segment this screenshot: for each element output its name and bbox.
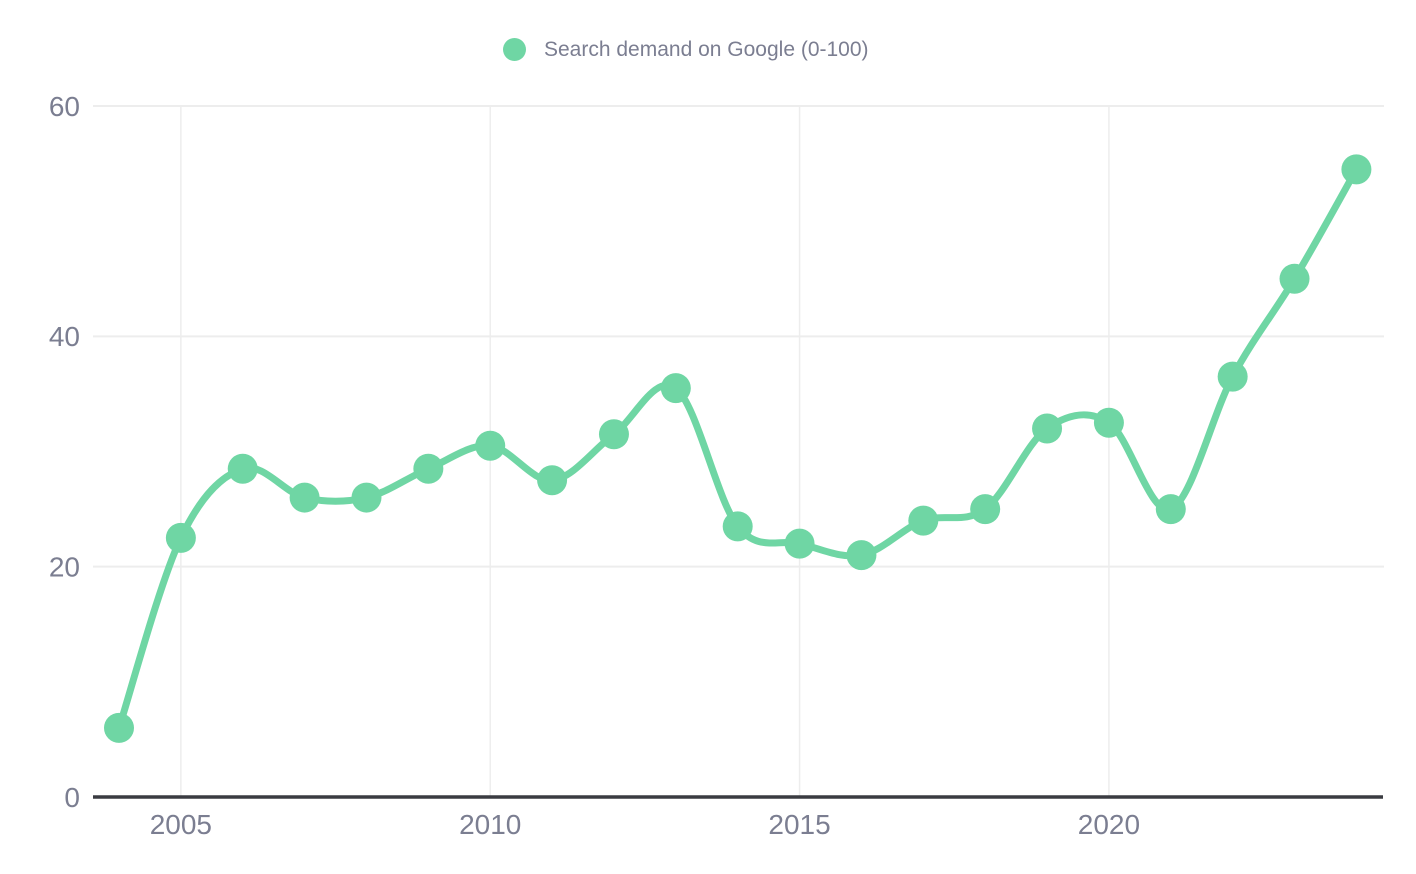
data-point[interactable] [1032, 413, 1063, 444]
data-point[interactable] [351, 482, 382, 513]
y-tick-label: 60 [49, 91, 80, 122]
data-point[interactable] [1341, 154, 1372, 185]
y-tick-label: 40 [49, 321, 80, 352]
x-tick-label: 2020 [1078, 809, 1140, 840]
legend-label: Search demand on Google (0-100) [544, 38, 869, 61]
data-point[interactable] [1279, 263, 1310, 294]
data-point[interactable] [1217, 361, 1248, 392]
y-tick-label: 20 [49, 551, 80, 582]
data-point[interactable] [784, 528, 815, 559]
data-point[interactable] [289, 482, 320, 513]
data-point[interactable] [846, 540, 877, 571]
x-tick-label: 2015 [768, 809, 830, 840]
data-point[interactable] [598, 419, 629, 450]
legend-marker-icon [503, 38, 526, 61]
data-point[interactable] [970, 494, 1001, 525]
data-point[interactable] [660, 373, 691, 404]
data-point[interactable] [227, 453, 258, 484]
data-point[interactable] [165, 522, 196, 553]
legend-item[interactable]: Search demand on Google (0-100) [503, 38, 869, 61]
x-tick-label: 2005 [150, 809, 212, 840]
data-point[interactable] [908, 505, 939, 536]
data-point[interactable] [475, 430, 506, 461]
data-point[interactable] [537, 465, 568, 496]
y-tick-label: 0 [64, 782, 80, 813]
data-point[interactable] [722, 511, 753, 542]
data-point[interactable] [1155, 494, 1186, 525]
data-point[interactable] [1093, 407, 1124, 438]
data-point[interactable] [413, 453, 444, 484]
series-line [115, 165, 1360, 732]
data-point[interactable] [104, 712, 134, 743]
x-tick-label: 2010 [459, 809, 521, 840]
